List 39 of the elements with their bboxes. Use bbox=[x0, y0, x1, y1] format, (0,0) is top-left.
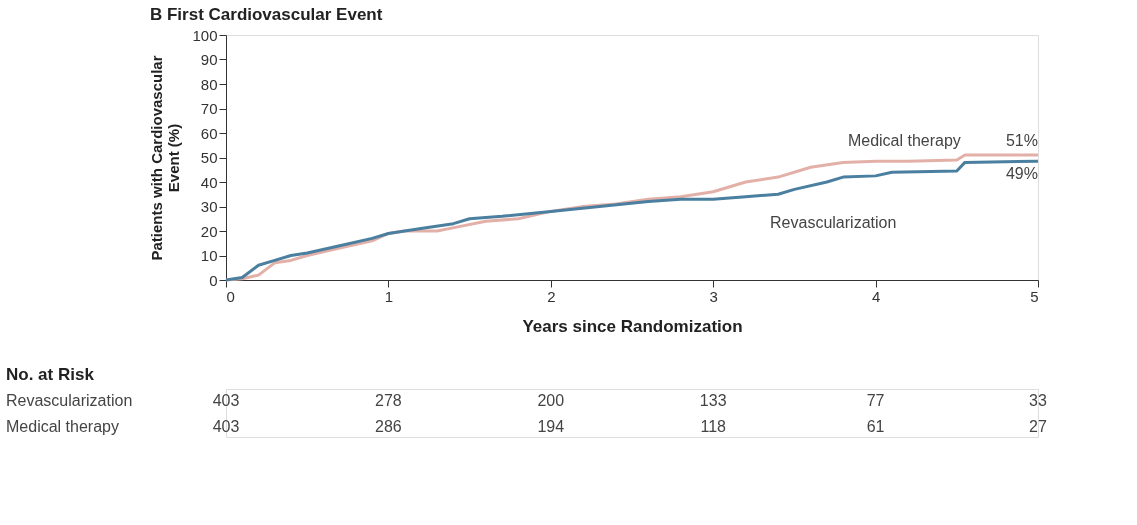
x-tick-label: 3 bbox=[709, 287, 718, 305]
y-tick-label: 30 bbox=[200, 198, 218, 215]
series-label: Medical therapy bbox=[847, 132, 961, 150]
y-tick-label: 80 bbox=[200, 75, 218, 93]
text: 403 bbox=[212, 392, 240, 409]
y-tick-label: 50 bbox=[200, 149, 218, 166]
text: Medical therapy bbox=[6, 418, 119, 435]
y-tick-label: 20 bbox=[200, 222, 218, 240]
text: 77 bbox=[866, 392, 885, 409]
y-tick-label: 40 bbox=[200, 173, 218, 191]
y-tick-label: 0 bbox=[209, 271, 218, 289]
x-tick-label: 5 bbox=[1030, 287, 1039, 305]
series-label: Revascularization bbox=[770, 213, 897, 231]
y-tick-label: 100 bbox=[192, 26, 218, 44]
annotation: 49% bbox=[1005, 164, 1038, 182]
text: 133 bbox=[699, 392, 727, 409]
x-tick-label: 1 bbox=[384, 287, 394, 305]
text: 61 bbox=[866, 418, 885, 435]
x-tick-label: 0 bbox=[226, 287, 235, 305]
text: 27 bbox=[1029, 418, 1047, 435]
text: 118 bbox=[700, 418, 727, 435]
text: 33 bbox=[1029, 392, 1047, 409]
text: 403 bbox=[212, 418, 240, 435]
y-axis-title: Patients with Cardiovascular Event (%) bbox=[148, 55, 183, 261]
chart-title: B First Cardiovascular Event bbox=[149, 5, 383, 24]
text: No. at Risk bbox=[6, 365, 95, 384]
x-tick-label: 4 bbox=[871, 287, 881, 305]
y-tick-label: 60 bbox=[200, 124, 218, 142]
text: 200 bbox=[537, 392, 565, 409]
x-tick-label: 2 bbox=[547, 287, 556, 305]
annotation: 51% bbox=[1005, 132, 1038, 150]
text: 194 bbox=[537, 418, 565, 435]
y-tick-label: 90 bbox=[200, 51, 218, 68]
y-tick-label: 10 bbox=[200, 247, 218, 264]
text: 278 bbox=[375, 392, 402, 409]
x-axis-title: Years since Randomization bbox=[522, 316, 743, 336]
text: 286 bbox=[375, 418, 402, 435]
y-tick-label: 70 bbox=[200, 100, 218, 117]
text: Revascularization bbox=[6, 392, 133, 409]
